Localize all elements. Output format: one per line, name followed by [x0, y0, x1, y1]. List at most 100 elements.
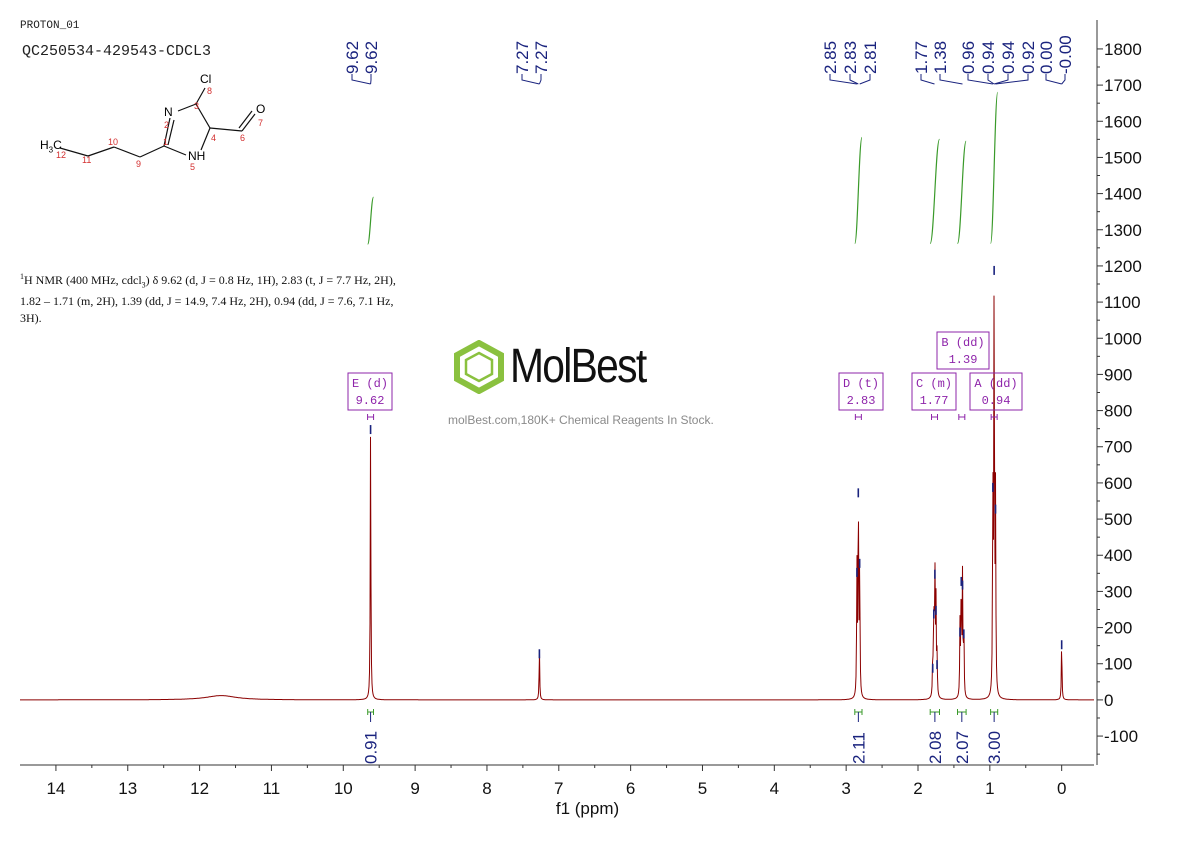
peak-label-connector [1061, 74, 1066, 85]
peak-label: 1.77 [912, 41, 931, 74]
multiplet-shift: 0.94 [982, 394, 1011, 408]
integral-curve [990, 91, 999, 245]
multiplet-box [936, 331, 990, 370]
peak-label: -0.00 [1056, 35, 1075, 74]
peak-label: 2.81 [861, 41, 880, 74]
multiplet-range-marker [990, 414, 998, 420]
atom-o: O [256, 102, 266, 116]
atom-number: 1 [163, 137, 169, 147]
y-tick-label: 300 [1104, 582, 1132, 601]
peak-label-connector [829, 74, 857, 85]
atom-number: 5 [190, 162, 196, 172]
x-tick-label: 3 [841, 779, 850, 798]
multiplet-range-marker [931, 414, 939, 420]
integral-value: 2.07 [953, 731, 972, 764]
experiment-name: PROTON_01 [20, 20, 80, 32]
atom-number: 2 [164, 120, 170, 130]
peak-label-connector [521, 74, 540, 85]
x-tick-label: 13 [118, 779, 137, 798]
integral-curve [367, 196, 375, 245]
atom-number: 7 [258, 118, 264, 128]
structure-bonds [59, 87, 256, 158]
atom-number: 3 [194, 101, 200, 111]
y-tick-label: 1800 [1104, 40, 1142, 59]
peak-label-connector [351, 74, 371, 85]
peak-label-connector [939, 74, 963, 85]
peak-label: 9.62 [343, 41, 362, 74]
y-tick-label: -100 [1104, 727, 1138, 746]
x-axis-title: f1 (ppm) [556, 799, 619, 818]
atom-methyl: H3C [40, 138, 62, 155]
multiplet-box [838, 372, 884, 411]
x-tick-label: 0 [1057, 779, 1066, 798]
y-tick-label: 200 [1104, 619, 1132, 638]
multiplet-name: C (m) [916, 377, 952, 391]
peak-label: 2.85 [821, 41, 840, 74]
multiplet-name: E (d) [352, 377, 388, 391]
sample-name: QC250534-429543-CDCL3 [22, 43, 212, 60]
y-tick-label: 1200 [1104, 257, 1142, 276]
x-tick-label: 10 [334, 779, 353, 798]
y-tick-label: 1000 [1104, 329, 1142, 348]
peak-label: 1.38 [931, 41, 950, 74]
multiplet-shift: 9.62 [356, 394, 385, 408]
x-tick-label: 11 [263, 779, 281, 798]
multiplet-shift: 1.77 [920, 394, 949, 408]
integral-value: 2.11 [849, 732, 868, 764]
multiplet-shift: 2.83 [847, 394, 876, 408]
multiplet-box [969, 372, 1023, 411]
integral-value: 0.91 [362, 731, 381, 764]
peak-label: 2.83 [841, 41, 860, 74]
integral-curve [854, 136, 863, 245]
watermark-brand: MolBest [510, 340, 647, 393]
peak-label: 0.00 [1037, 41, 1056, 74]
peak-label: 0.92 [1019, 41, 1038, 74]
plot-layer: 14 13 12 11 10 9 8 7 6 5 4 3 2 1 0f1 (ppm)180017001600… [20, 20, 1142, 818]
y-tick-label: 1600 [1104, 112, 1142, 131]
peak-label-connector [920, 74, 935, 85]
peak-label-connector [987, 74, 995, 85]
peak-label-connector [859, 74, 871, 85]
atom-number: 11 [82, 155, 92, 165]
peak-label-connector [993, 74, 1009, 85]
peak-label-connector [849, 74, 859, 85]
multiplet-box [911, 372, 957, 411]
peak-label-connector [538, 74, 542, 85]
x-tick-label: 1 [985, 779, 994, 798]
atom-n: N [164, 105, 173, 119]
y-tick-label: 1300 [1104, 221, 1142, 240]
y-tick-label: 1500 [1104, 148, 1142, 167]
x-tick-label: 2 [913, 779, 922, 798]
peak-label: 0.94 [979, 41, 998, 74]
y-tick-label: 600 [1104, 474, 1132, 493]
atom-number: 10 [108, 137, 119, 147]
integral-value: 2.08 [926, 731, 945, 764]
peak-label: 7.27 [513, 41, 532, 74]
atom-number: 4 [211, 133, 217, 143]
atom-cl: Cl [200, 72, 212, 86]
y-tick-label: 1400 [1104, 185, 1142, 204]
multiplet-shift: 1.39 [949, 353, 978, 367]
y-tick-label: 1100 [1104, 293, 1141, 312]
multiplet-range-marker [854, 414, 862, 420]
molbest-logo-icon [454, 340, 504, 394]
peak-label: 0.94 [999, 41, 1018, 74]
atom-number: 6 [240, 133, 246, 143]
x-tick-label: 14 [46, 779, 65, 798]
integral-curve [929, 138, 941, 245]
integral-value: 3.00 [985, 731, 1004, 764]
peak-label: 0.96 [959, 41, 978, 74]
y-tick-label: 1700 [1104, 76, 1142, 95]
multiplet-name: D (t) [843, 377, 879, 391]
peak-label-connector [995, 74, 1029, 85]
chemical-structure [59, 87, 256, 158]
nmr-summary: 1H NMR (400 MHz, cdcl3) δ 9.62 (d, J = 0… [20, 272, 396, 326]
x-tick-label: 12 [190, 779, 209, 798]
multiplet-name: B (dd) [941, 336, 984, 350]
peak-label-connector [1045, 74, 1062, 85]
y-tick-label: 900 [1104, 365, 1132, 384]
watermark-tagline: molBest.com,180K+ Chemical Reagents In S… [448, 413, 714, 427]
y-tick-label: 400 [1104, 546, 1132, 565]
x-tick-label: 5 [698, 779, 707, 798]
atom-nh: NH [188, 149, 206, 163]
